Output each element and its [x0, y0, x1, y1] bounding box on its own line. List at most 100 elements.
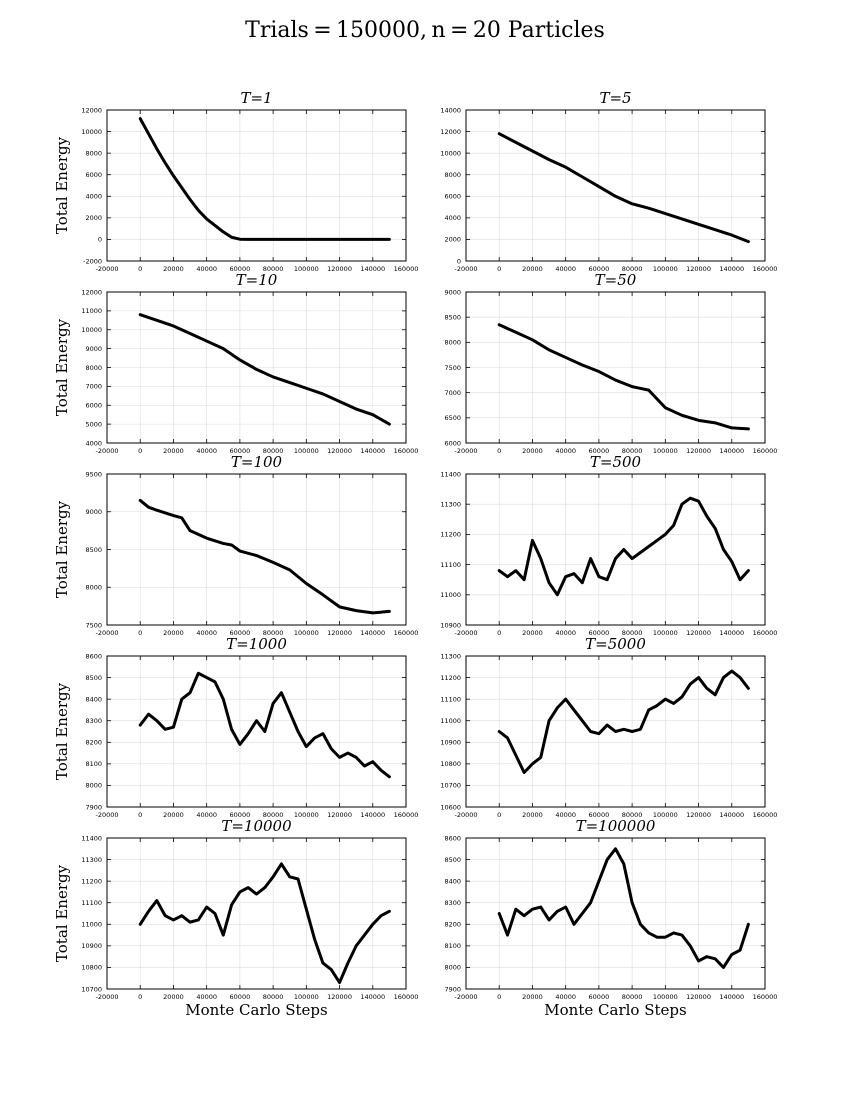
y-tick-label: 8500 — [85, 546, 102, 554]
x-tick-label: 20000 — [522, 811, 543, 819]
y-tick-label: 10700 — [81, 985, 102, 993]
y-axis-label: Total Energy — [53, 682, 71, 780]
x-tick-label: 40000 — [555, 811, 576, 819]
y-tick-label: 9000 — [85, 508, 102, 516]
y-tick-label: 9000 — [85, 345, 102, 353]
x-tick-label: 100000 — [294, 811, 319, 819]
y-tick-label: 8500 — [444, 313, 461, 321]
y-tick-label: 11300 — [81, 856, 102, 864]
series-line — [138, 498, 391, 615]
x-tick-label: 40000 — [196, 993, 217, 1001]
y-tick-label: 7500 — [85, 621, 102, 629]
y-tick-label: 10900 — [440, 621, 461, 629]
y-tick-label: 8000 — [85, 364, 102, 372]
subplot-9: -20000 0 20000 40000 60000 80000 100000 120000 1… — [53, 817, 418, 1019]
x-tick-label: 20000 — [522, 447, 543, 455]
subplot-title: T=500 — [590, 453, 642, 471]
x-tick-label: 80000 — [263, 265, 284, 273]
x-tick-label: 20000 — [163, 447, 184, 455]
plot-frame — [106, 109, 407, 262]
y-tick-label: 10800 — [81, 964, 102, 972]
x-tick-label: 100000 — [653, 447, 678, 455]
plot-frame — [465, 837, 766, 990]
x-tick-label: 160000 — [753, 629, 778, 637]
y-tick-label: -2000 — [83, 257, 102, 265]
x-tick-label: 0 — [138, 993, 142, 1001]
x-tick-label: 160000 — [753, 265, 778, 273]
x-tick-label: -20000 — [95, 629, 118, 637]
x-tick-label: 140000 — [360, 265, 385, 273]
y-tick-label: 7900 — [85, 803, 102, 811]
y-tick-label: 6000 — [444, 439, 461, 447]
y-tick-label: 8000 — [444, 171, 461, 179]
x-tick-label: 120000 — [686, 993, 711, 1001]
y-tick-label: 8200 — [444, 921, 461, 929]
y-tick-label: 10800 — [440, 760, 461, 768]
subplot-2: -20000 0 20000 40000 60000 80000 100000 120000 1… — [440, 89, 777, 273]
x-tick-label: 160000 — [394, 993, 419, 1001]
x-tick-label: 140000 — [719, 447, 744, 455]
y-tick-label: 11000 — [440, 591, 461, 599]
figure-title: Trials = 150000, n = 20 Particles — [245, 18, 605, 43]
x-tick-label: 60000 — [230, 811, 251, 819]
x-tick-label: 80000 — [622, 811, 643, 819]
y-tick-label: 11100 — [440, 561, 461, 569]
y-tick-label: 8000 — [85, 584, 102, 592]
subplot-6: -20000 0 20000 40000 60000 80000 100000 120000 1… — [440, 453, 777, 637]
x-tick-label: -20000 — [454, 811, 477, 819]
x-tick-label: 140000 — [719, 811, 744, 819]
series-line — [497, 323, 750, 431]
y-tick-label: 12000 — [81, 106, 102, 114]
x-tick-label: 160000 — [394, 265, 419, 273]
x-tick-label: 40000 — [555, 447, 576, 455]
series-line — [138, 313, 391, 426]
y-tick-label: 11400 — [81, 834, 102, 842]
y-tick-label: 8600 — [444, 834, 461, 842]
y-tick-label: 8300 — [444, 899, 461, 907]
x-tick-label: -20000 — [95, 993, 118, 1001]
x-tick-label: 120000 — [686, 265, 711, 273]
x-tick-label: 160000 — [753, 447, 778, 455]
x-tick-label: 60000 — [230, 629, 251, 637]
x-tick-label: 40000 — [196, 447, 217, 455]
x-tick-label: 80000 — [263, 811, 284, 819]
x-tick-label: 60000 — [230, 447, 251, 455]
y-tick-label: 5000 — [85, 420, 102, 428]
x-tick-label: 20000 — [522, 629, 543, 637]
y-tick-label: 8500 — [444, 856, 461, 864]
y-tick-label: 10700 — [440, 782, 461, 790]
subplot-5: -20000 0 20000 40000 60000 80000 100000 120000 1… — [53, 453, 418, 637]
x-tick-label: 100000 — [294, 265, 319, 273]
subplot-title: T=1000 — [226, 635, 287, 653]
subplot-title: T=5 — [599, 89, 631, 107]
subplot-10: -20000 0 20000 40000 60000 80000 100000 120000 1… — [444, 817, 777, 1019]
series-line — [138, 671, 391, 779]
series-line — [138, 862, 391, 985]
x-tick-label: 60000 — [589, 629, 610, 637]
subplot-title: T=1 — [240, 89, 272, 107]
y-tick-label: 7000 — [85, 383, 102, 391]
y-tick-label: 0 — [98, 236, 102, 244]
y-tick-label: 10000 — [81, 128, 102, 136]
x-tick-label: 100000 — [294, 629, 319, 637]
y-axis-label: Total Energy — [53, 500, 71, 598]
x-tick-label: -20000 — [454, 993, 477, 1001]
subplot-title: T=10 — [236, 271, 278, 289]
x-tick-label: 80000 — [622, 993, 643, 1001]
x-tick-label: 100000 — [653, 265, 678, 273]
subplot-title: T=100000 — [576, 817, 656, 835]
x-tick-label: 160000 — [394, 629, 419, 637]
x-tick-label: 0 — [497, 265, 501, 273]
x-tick-label: 120000 — [686, 811, 711, 819]
x-axis-label: Monte Carlo Steps — [544, 1001, 686, 1019]
x-axis-label: Monte Carlo Steps — [185, 1001, 327, 1019]
y-tick-label: 9000 — [444, 288, 461, 296]
y-tick-label: 11000 — [440, 717, 461, 725]
x-tick-label: 80000 — [622, 447, 643, 455]
x-tick-label: 140000 — [360, 629, 385, 637]
y-tick-label: 6000 — [444, 193, 461, 201]
y-tick-label: 2000 — [85, 214, 102, 222]
y-tick-label: 9500 — [85, 470, 102, 478]
subplot-title: T=50 — [595, 271, 637, 289]
x-tick-label: 100000 — [653, 993, 678, 1001]
